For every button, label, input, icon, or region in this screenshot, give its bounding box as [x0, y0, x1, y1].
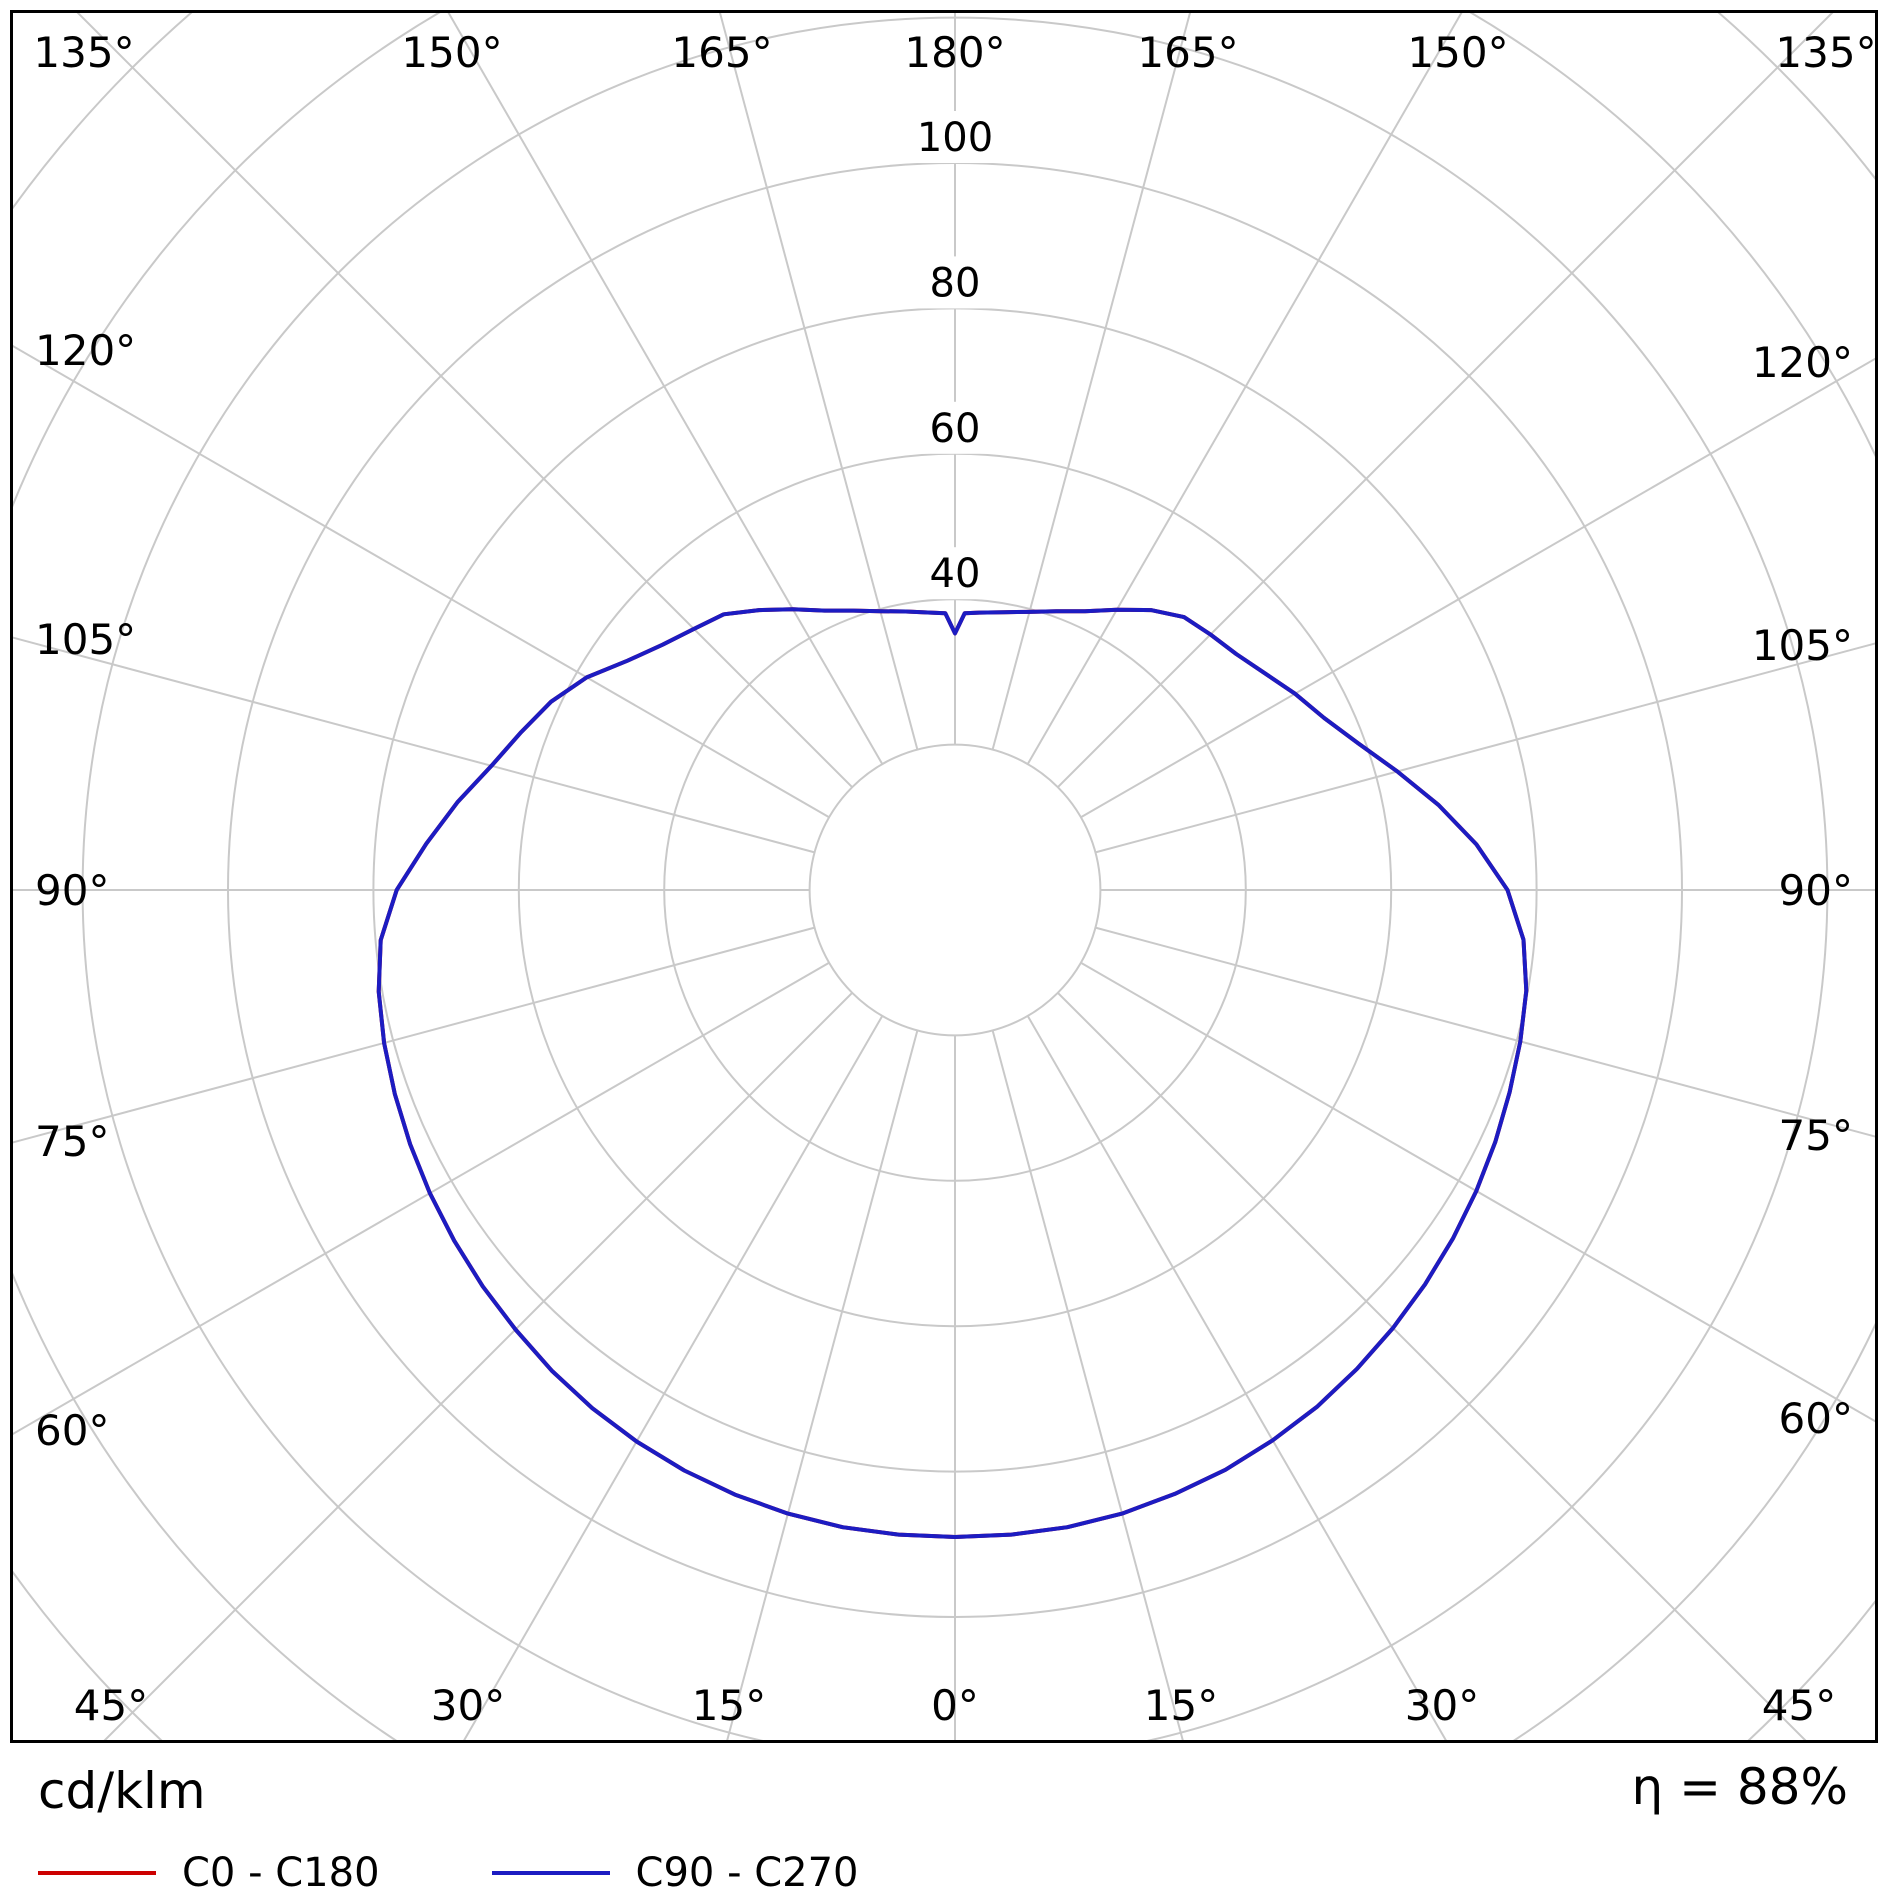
units-label: cd/klm	[38, 1762, 206, 1820]
grid-ray-60	[1080, 961, 1875, 1423]
radial-tick-bg-100	[905, 111, 1005, 163]
angle-tick-label-90-right: 90°	[1779, 866, 1853, 915]
polar-grid	[13, 13, 1875, 1740]
radial-tick-bg-80	[905, 256, 1005, 309]
grid-ray-45	[1057, 992, 1807, 1740]
angle-tick-label-150-left: 150°	[401, 28, 502, 77]
grid-ray-135	[1057, 13, 1834, 788]
radial-tick-label-100: 100	[917, 115, 993, 161]
grid-ray-15	[991, 1030, 1184, 1740]
angle-tick-label-105-left: 105°	[35, 615, 136, 664]
curve-c90-c270	[376, 607, 1529, 1539]
grid-ray-255	[13, 636, 815, 854]
grid-ray-345	[726, 1030, 919, 1740]
grid-ray-240	[13, 345, 830, 819]
efficiency-value: η = 88%	[1631, 1758, 1848, 1816]
angle-tick-label-15-left: 15°	[692, 1681, 766, 1730]
polar-chart-svg: 40 60 80 100 0° 15° 15° 30° 30° 45° 45° 60° 60° 75° 75…	[13, 13, 1875, 1740]
polar-chart-area: 40 60 80 100 0° 15° 15° 30° 30° 45° 45° 60° 60° 75° 75…	[10, 10, 1878, 1743]
angle-tick-label-60-left: 60°	[35, 1406, 109, 1455]
angle-tick-label-45-left: 45°	[74, 1681, 148, 1730]
grid-ray-195	[719, 13, 919, 750]
angle-tick-label-75-right: 75°	[1779, 1111, 1853, 1160]
angle-tick-label-15-right: 15°	[1144, 1681, 1218, 1730]
legend-item-c90-c270: C90 - C270	[491, 1850, 859, 1896]
angle-tick-label-135-right: 135°	[1775, 28, 1875, 77]
grid-ring-20	[808, 743, 1102, 1037]
angle-tick-label-120-right: 120°	[1752, 338, 1853, 387]
angle-tick-label-30-right: 30°	[1405, 1681, 1479, 1730]
grid-ray-315	[103, 992, 853, 1740]
angle-tick-labels: 0° 15° 15° 30° 30° 45° 45° 60° 60° 75° 75° 90° 90° 10…	[33, 28, 1875, 1730]
angle-tick-label-180-right: 180°	[904, 28, 1005, 77]
grid-ray-210	[447, 13, 884, 765]
grid-ray-165	[991, 13, 1191, 750]
legend-label-c90-c270: C90 - C270	[635, 1850, 859, 1896]
legend-swatch-c0-c180	[38, 1871, 156, 1875]
legend: C0 - C180 C90 - C270	[38, 1850, 859, 1896]
legend-swatch-c90-c270	[491, 1871, 610, 1875]
grid-ray-330	[463, 1015, 884, 1740]
angle-tick-label-165-right: 165°	[1137, 28, 1238, 77]
grid-ray-75	[1095, 926, 1875, 1138]
grid-ray-120	[1080, 357, 1875, 819]
radial-tick-bg-40	[905, 547, 1005, 600]
angle-tick-label-135-left: 135°	[33, 28, 134, 77]
angle-tick-label-105-right: 105°	[1752, 621, 1853, 670]
angle-tick-label-0-right: 0°	[931, 1681, 979, 1730]
curve-c0-c180	[376, 607, 1529, 1539]
legend-label-c0-c180: C0 - C180	[182, 1850, 380, 1896]
radial-tick-bg-60	[905, 401, 1005, 454]
radial-tick-label-40: 40	[930, 551, 981, 597]
radial-tick-label-60: 60	[930, 406, 981, 452]
angle-tick-label-165-left: 165°	[671, 28, 772, 77]
grid-ray-225	[76, 13, 853, 788]
legend-item-c0-c180: C0 - C180	[38, 1850, 380, 1896]
angle-tick-label-150-right: 150°	[1407, 28, 1508, 77]
angle-tick-label-90-left: 90°	[35, 866, 109, 915]
grid-ray-150	[1026, 13, 1463, 765]
radial-tick-label-80: 80	[930, 260, 981, 306]
grid-ray-285	[13, 926, 815, 1144]
angle-tick-label-30-left: 30°	[431, 1681, 505, 1730]
grid-ray-300	[13, 961, 830, 1435]
angle-tick-label-60-right: 60°	[1779, 1394, 1853, 1443]
grid-ray-105	[1095, 642, 1875, 854]
angle-tick-label-75-left: 75°	[35, 1117, 109, 1166]
grid-ray-30	[1026, 1015, 1447, 1740]
angle-tick-label-45-right: 45°	[1762, 1681, 1836, 1730]
radial-tick-labels: 40 60 80 100	[905, 111, 1005, 600]
angle-tick-label-120-left: 120°	[35, 326, 136, 375]
